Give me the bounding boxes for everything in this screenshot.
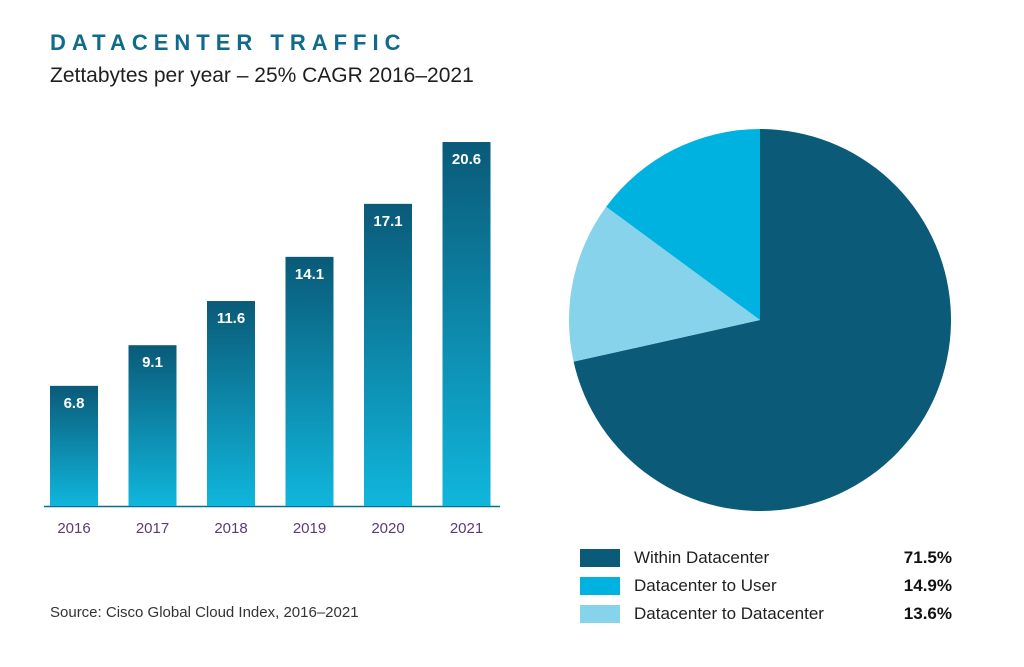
chart-subtitle: Zettabytes per year – 25% CAGR 2016–2021 — [50, 64, 474, 87]
legend-label: Datacenter to User — [634, 576, 777, 595]
x-tick-label: 2020 — [371, 520, 404, 537]
bar-value-label: 11.6 — [217, 310, 245, 327]
bar-2019 — [285, 256, 334, 506]
bar-2020 — [364, 203, 412, 506]
pie-legend: Within Datacenter 71.5% Datacenter to Us… — [580, 544, 952, 628]
legend-value: 71.5% — [903, 548, 952, 567]
pie-slice-datacenter-to-user — [606, 129, 760, 320]
legend-item-datacenter-to-user: Datacenter to User 14.9% — [580, 572, 952, 600]
bar-2021 — [442, 142, 491, 506]
legend-value: 14.9% — [903, 576, 952, 595]
bar-chart: 6.8 2016 9.1 2017 11.6 2018 14.1 2019 17.1 2020 20… — [44, 142, 500, 537]
bar-value-label: 9.1 — [142, 354, 163, 371]
x-tick-label: 2019 — [293, 520, 326, 537]
pie-slice-datacenter-to-datacenter — [569, 206, 760, 362]
bar-value-label: 6.8 — [64, 395, 85, 412]
legend-item-within-datacenter: Within Datacenter 71.5% — [580, 544, 952, 572]
pie-slice-within-datacenter — [573, 129, 952, 511]
legend-swatch-datacenter-to-user — [580, 577, 620, 595]
bar-value-label: 17.1 — [373, 213, 402, 230]
bar-2016 — [50, 385, 98, 506]
x-tick-label: 2018 — [214, 520, 247, 537]
pie-chart — [569, 129, 952, 511]
legend-label: Within Datacenter — [634, 548, 770, 567]
source-note: Source: Cisco Global Cloud Index, 2016–2… — [50, 604, 359, 621]
chart-title: DATACENTER TRAFFIC — [50, 30, 407, 55]
bar-2017 — [128, 345, 177, 506]
legend-swatch-within-datacenter — [580, 549, 620, 567]
bar-value-label: 14.1 — [295, 266, 324, 283]
x-tick-label: 2017 — [136, 520, 169, 537]
legend-item-datacenter-to-datacenter: Datacenter to Datacenter 13.6% — [580, 600, 952, 628]
legend-swatch-datacenter-to-datacenter — [580, 605, 620, 623]
x-tick-label: 2021 — [450, 520, 483, 537]
legend-label: Datacenter to Datacenter — [634, 604, 824, 623]
x-tick-label: 2016 — [57, 520, 90, 537]
bar-2018 — [207, 301, 255, 506]
bar-value-label: 20.6 — [452, 151, 481, 168]
legend-value: 13.6% — [903, 604, 952, 623]
